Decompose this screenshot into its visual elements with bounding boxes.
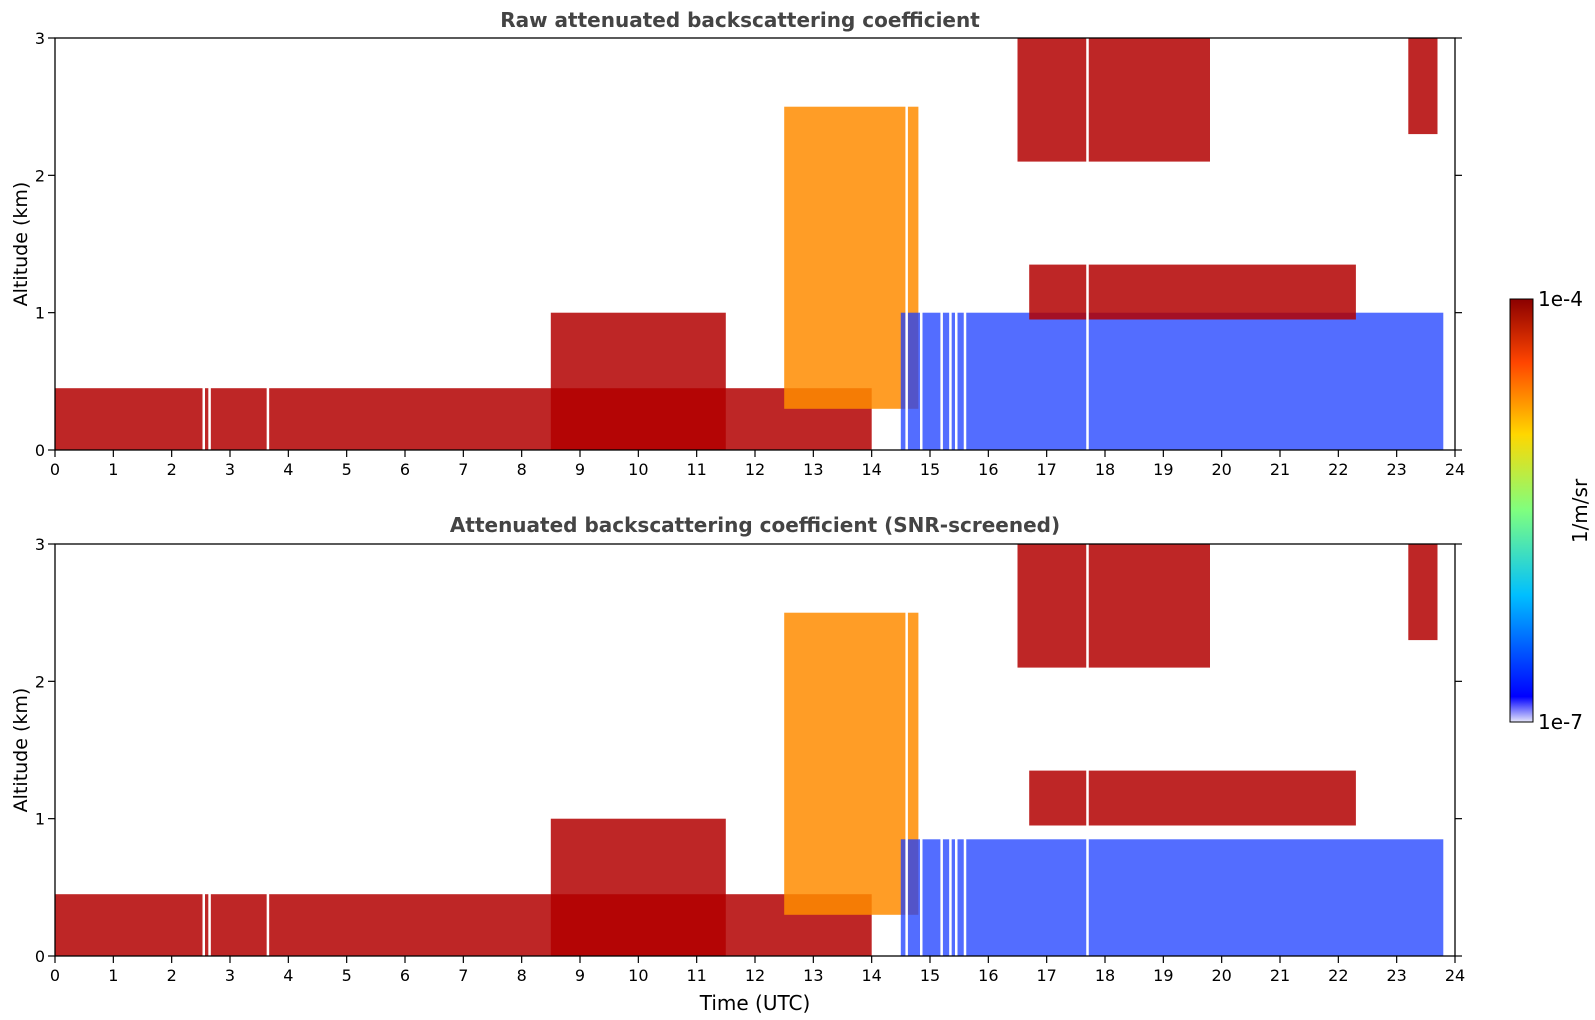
- y-tick-label: 3: [35, 535, 45, 554]
- x-tick-label: 1: [108, 460, 118, 479]
- x-tick-label: 14: [861, 966, 881, 985]
- colorbar-min-label: 1e-7: [1538, 710, 1583, 734]
- x-tick-label: 24: [1445, 966, 1465, 985]
- x-tick-label: 12: [745, 966, 765, 985]
- x-tick-label: 1: [108, 966, 118, 985]
- y-axis-label-screened: Altitude (km): [10, 688, 32, 813]
- x-tick-label: 21: [1270, 460, 1290, 479]
- x-tick-label: 17: [1036, 966, 1056, 985]
- colorbar-gradient: [1509, 298, 1534, 723]
- x-tick-label: 7: [458, 460, 468, 479]
- x-tick-label: 21: [1270, 966, 1290, 985]
- x-axis-screened: 0 1 2 3 4 5 6 7 8 9 10 11 12 13 14 15 16 17 18 19 20 21 22 23 24: [50, 956, 1465, 985]
- x-tick-label: 10: [628, 460, 648, 479]
- x-tick-label: 2: [167, 460, 177, 479]
- y-tick-label: 0: [35, 441, 45, 460]
- heatmap-feature-5: [1017, 544, 1210, 668]
- y-tick-label: 2: [35, 166, 45, 185]
- x-tick-label: 19: [1153, 966, 1173, 985]
- x-tick-label: 9: [575, 966, 585, 985]
- heatmap-feature-6: [1408, 544, 1438, 641]
- x-tick-label: 17: [1036, 460, 1056, 479]
- x-tick-label: 14: [861, 460, 881, 479]
- y-axis-raw: 0 1 2 3: [35, 29, 1462, 460]
- y-tick-label: 3: [35, 29, 45, 48]
- x-tick-label: 9: [575, 460, 585, 479]
- heatmap-feature-6: [1408, 38, 1438, 135]
- heatmap-feature-0: [55, 894, 872, 956]
- heatmap-feature-0: [55, 388, 872, 450]
- x-tick-label: 15: [920, 460, 940, 479]
- x-axis-label: Time (UTC): [699, 991, 811, 1015]
- x-tick-label: 4: [283, 460, 293, 479]
- x-tick-label: 3: [225, 460, 235, 479]
- x-tick-label: 22: [1328, 966, 1348, 985]
- x-tick-label: 19: [1153, 460, 1173, 479]
- raw-backscatter-panel: Raw attenuated backscattering coefficien…: [10, 8, 1465, 479]
- x-tick-label: 15: [920, 966, 940, 985]
- x-tick-label: 7: [458, 966, 468, 985]
- x-tick-label: 20: [1211, 460, 1231, 479]
- x-tick-label: 6: [400, 966, 410, 985]
- y-tick-label: 1: [35, 304, 45, 323]
- chart-title-screened: Attenuated backscattering coefficient (S…: [450, 513, 1060, 537]
- x-tick-label: 24: [1445, 460, 1465, 479]
- y-tick-label: 2: [35, 672, 45, 691]
- y-tick-label: 0: [35, 947, 45, 966]
- x-tick-label: 13: [803, 966, 823, 985]
- x-tick-label: 6: [400, 460, 410, 479]
- heatmap-feature-3: [900, 312, 1444, 450]
- heatmap-feature-1: [550, 312, 726, 450]
- chart-title-raw: Raw attenuated backscattering coefficien…: [500, 8, 980, 32]
- x-tick-label: 0: [50, 460, 60, 479]
- colorbar-max-label: 1e-4: [1538, 287, 1583, 311]
- heatmap-feature-1: [550, 818, 726, 956]
- x-tick-label: 5: [342, 966, 352, 985]
- x-tick-label: 0: [50, 966, 60, 985]
- x-tick-label: 20: [1211, 966, 1231, 985]
- x-tick-label: 23: [1386, 460, 1406, 479]
- x-tick-label: 12: [745, 460, 765, 479]
- x-tick-label: 4: [283, 966, 293, 985]
- colorbar-unit-label: 1/m/sr: [1568, 478, 1592, 543]
- heatmap-feature-5: [1017, 38, 1210, 162]
- snr-screened-panel: Attenuated backscattering coefficient (S…: [10, 513, 1465, 1015]
- x-tick-label: 5: [342, 460, 352, 479]
- y-axis-label-raw: Altitude (km): [10, 182, 32, 307]
- x-tick-label: 18: [1095, 966, 1115, 985]
- heatmap-raw: [55, 38, 1444, 450]
- x-tick-label: 23: [1386, 966, 1406, 985]
- x-tick-label: 2: [167, 966, 177, 985]
- heatmap-feature-2: [784, 612, 919, 915]
- y-axis-screened: 0 1 2 3: [35, 535, 1462, 966]
- x-tick-label: 13: [803, 460, 823, 479]
- x-tick-label: 3: [225, 966, 235, 985]
- x-tick-label: 11: [686, 460, 706, 479]
- heatmap-feature-3: [900, 839, 1444, 956]
- colorbar: 1e-4 1e-7 1/m/sr: [1509, 287, 1592, 734]
- x-tick-label: 16: [978, 460, 998, 479]
- y-tick-label: 1: [35, 810, 45, 829]
- x-tick-label: 22: [1328, 460, 1348, 479]
- x-axis-raw: 0 1 2 3 4 5 6 7 8 9 10 11 12 13 14 15 16 17 18 19 20 21 22 23 24: [50, 450, 1465, 479]
- heatmap-feature-4: [1029, 264, 1356, 320]
- x-tick-label: 18: [1095, 460, 1115, 479]
- heatmap-feature-4: [1029, 770, 1356, 826]
- x-tick-label: 10: [628, 966, 648, 985]
- x-tick-label: 11: [686, 966, 706, 985]
- heatmap-screened: [55, 544, 1444, 956]
- x-tick-label: 8: [517, 460, 527, 479]
- x-tick-label: 16: [978, 966, 998, 985]
- x-tick-label: 8: [517, 966, 527, 985]
- heatmap-feature-2: [784, 106, 919, 409]
